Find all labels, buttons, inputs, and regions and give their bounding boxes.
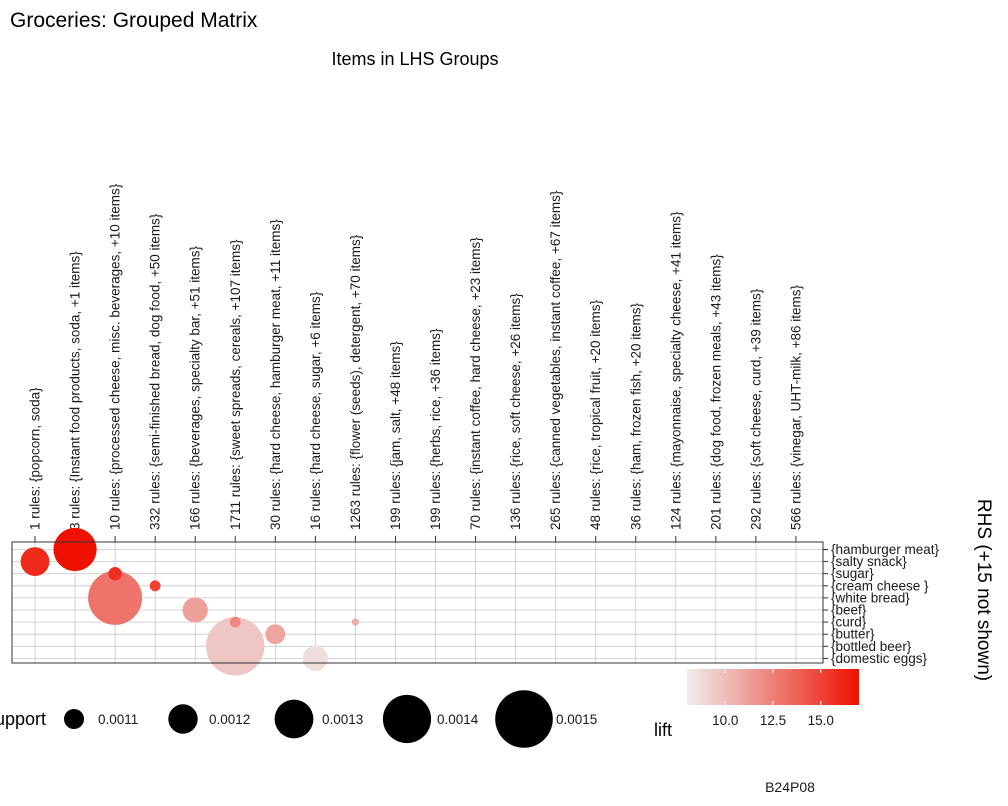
row-label: {beef} <box>831 603 867 618</box>
support-legend-title: support <box>0 709 46 729</box>
column-labels: 1 rules: {popcorn, soda} 3 rules: {Instan… <box>28 183 803 542</box>
support-legend-label: 0.0015 <box>556 712 597 727</box>
row-label: {salty snack} <box>831 554 907 569</box>
lift-colorbar <box>687 669 859 705</box>
column-label: 201 rules: {dog food, frozen meals, +43 … <box>708 254 723 530</box>
lift-legend-label: 10.0 <box>712 713 738 728</box>
chart-caption: B24P08 <box>765 779 815 795</box>
column-label: 292 rules: {soft cheese, curd, +39 items… <box>748 288 763 530</box>
rule-point <box>182 597 208 623</box>
row-label: {cream cheese } <box>831 578 929 593</box>
rule-point <box>302 645 328 672</box>
row-label: {hamburger meat} <box>831 542 940 557</box>
support-legend-key <box>495 690 553 748</box>
column-label: 265 rules: {canned vegetables, instant c… <box>548 190 563 530</box>
rule-point <box>206 617 265 676</box>
matrix-panel-background <box>12 542 823 663</box>
rule-point <box>88 570 143 625</box>
column-label: 36 rules: {ham, frozen fish, +20 items} <box>628 303 643 530</box>
matrix-panel-border <box>11 541 824 664</box>
column-label: 16 rules: {hard cheese, sugar, +6 items} <box>308 291 323 530</box>
column-label: 332 rules: {semi-finished bread, dog foo… <box>148 213 163 530</box>
rule-point <box>53 527 97 572</box>
column-label: 70 rules: {instant coffee, hard cheese, … <box>468 237 483 530</box>
chart-subtitle: Items in LHS Groups <box>331 49 498 69</box>
chart-title: Groceries: Grouped Matrix <box>10 9 258 32</box>
rule-point <box>20 547 50 576</box>
row-label: {sugar} <box>831 566 874 581</box>
column-label: 566 rules: {vinegar, UHT-milk, +86 items… <box>788 285 803 530</box>
support-legend-key <box>168 704 198 734</box>
row-label: {white bread} <box>831 590 910 605</box>
column-label: 10 rules: {processed cheese, misc. bever… <box>108 183 123 530</box>
support-legend-key <box>382 694 432 744</box>
row-label: {domestic eggs} <box>831 651 928 666</box>
column-label: 1 rules: {popcorn, soda} <box>28 387 43 530</box>
support-legend-key <box>274 699 314 739</box>
rule-point <box>265 624 286 645</box>
rhs-axis-title: RHS (+15 not shown) <box>973 499 994 681</box>
support-legend-key <box>64 709 84 729</box>
column-label: 1263 rules: {flower (seeds), detergent, … <box>348 234 363 530</box>
rule-point <box>149 580 161 592</box>
rule-point <box>351 618 359 626</box>
matrix-grid <box>12 542 823 663</box>
lift-legend-title: lift <box>654 720 672 740</box>
support-legend-label: 0.0011 <box>98 712 138 727</box>
column-label: 30 rules: {hard cheese, hamburger meat, … <box>268 219 283 530</box>
support-legend-label: 0.0012 <box>209 712 250 727</box>
row-label: {butter} <box>831 627 875 642</box>
row-labels: {hamburger meat}{salty snack}{sugar}{cre… <box>823 542 940 666</box>
column-label: 199 rules: {herbs, rice, +36 items} <box>428 328 443 530</box>
column-label: 1711 rules: {sweet spreads, cereals, +10… <box>228 239 243 530</box>
support-legend-label: 0.0013 <box>322 712 363 727</box>
lift-legend-label: 15.0 <box>808 713 834 728</box>
column-label: 136 rules: {rice, soft cheese, +26 items… <box>508 293 523 530</box>
column-label: 166 rules: {beverages, specialty bar, +5… <box>188 245 203 530</box>
support-legend: support 0.0011 0.0012 0.0013 0.0014 0.0015 <box>0 690 597 748</box>
matrix-points <box>20 527 359 676</box>
rule-point <box>108 567 122 581</box>
row-label: {bottled beer} <box>831 639 912 654</box>
lift-legend: lift 10.0 12.5 15.0 <box>654 669 859 740</box>
column-label: 124 rules: {mayonnaise, specialty cheese… <box>668 211 683 530</box>
support-legend-label: 0.0014 <box>437 712 479 727</box>
row-label: {curd} <box>831 615 867 630</box>
lift-legend-label: 12.5 <box>760 713 786 728</box>
column-label: 3 rules: {Instant food products, soda, +… <box>68 251 83 530</box>
column-label: 199 rules: {jam, salt, +48 items} <box>388 341 403 530</box>
column-label: 48 rules: {rice, tropical fruit, +20 ite… <box>588 300 603 530</box>
rule-point <box>229 616 241 628</box>
